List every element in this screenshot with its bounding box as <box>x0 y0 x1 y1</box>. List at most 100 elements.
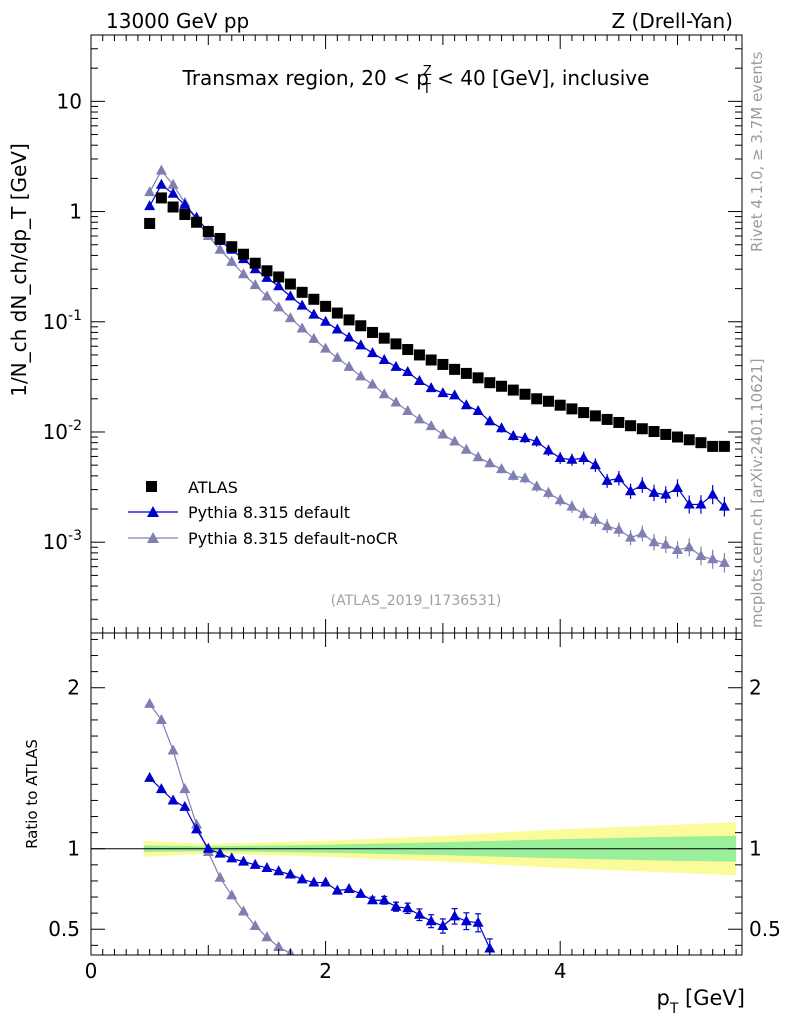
atlas-point <box>671 431 683 443</box>
default-point <box>496 422 508 433</box>
default-ratio-point <box>273 865 285 876</box>
nocr-point <box>249 279 261 290</box>
default-point <box>648 486 660 497</box>
legend-nocr-label: Pythia 8.315 default-noCR <box>188 529 398 548</box>
nocr-point <box>226 255 238 266</box>
ratio-panel: 2 21 10.5 0.50 2 4 Ratio to ATLAS pT [GeV] <box>23 632 781 1017</box>
default-ratio-point <box>237 855 249 866</box>
atlas-point <box>648 426 660 438</box>
nocr-ratio-point <box>226 889 238 900</box>
x-label-main: p <box>656 986 669 1010</box>
default-point <box>261 271 273 282</box>
atlas-point <box>718 440 730 452</box>
nocr-ratio-point <box>249 920 261 931</box>
nocr-ratio-point <box>237 905 249 916</box>
ratio-axis-ticks <box>90 633 742 955</box>
default-ratio-point <box>390 900 402 911</box>
atlas-point <box>308 293 320 305</box>
nocr-point <box>261 290 273 301</box>
ratio-y-tick-label-left: 0.5 <box>48 917 80 941</box>
default-point <box>636 479 648 490</box>
default-ratio-point <box>331 884 343 895</box>
atlas-point <box>472 372 484 384</box>
nocr-point <box>296 322 308 333</box>
atlas-point <box>460 367 472 379</box>
atlas-point <box>355 320 367 332</box>
legend-default-label: Pythia 8.315 default <box>188 503 350 522</box>
default-point <box>449 389 461 400</box>
nocr-point <box>155 164 167 175</box>
atlas-point <box>367 326 379 338</box>
nocr-point <box>695 549 707 560</box>
default-point <box>660 488 672 499</box>
main-data-marks <box>144 164 730 573</box>
default-ratio-point <box>472 916 484 927</box>
nocr-point <box>484 457 496 468</box>
x-tick-label: 2 <box>319 959 332 983</box>
nocr-point <box>237 268 249 279</box>
x-label-unit: [GeV] <box>678 986 745 1010</box>
nocr-ratio-point <box>214 871 226 882</box>
main-y-tick-label: 1 <box>69 200 82 224</box>
main-panel: Transmax region, 20 < pZ T < 40 [GeV], in… <box>7 34 743 634</box>
nocr-point <box>707 553 719 564</box>
analysis-watermark: (ATLAS_2019_I1736531) <box>331 593 502 609</box>
atlas-point <box>578 407 590 419</box>
atlas-point <box>402 344 414 356</box>
default-point <box>718 500 730 511</box>
atlas-point <box>437 358 449 370</box>
atlas-point <box>343 314 355 326</box>
atlas-point <box>496 380 508 392</box>
nocr-point <box>413 413 425 424</box>
default-point <box>425 382 437 393</box>
default-ratio-point <box>320 876 332 887</box>
default-point <box>578 452 590 463</box>
nocr-point <box>578 508 590 519</box>
atlas-point <box>249 257 261 269</box>
default-ratio-point <box>202 842 214 853</box>
atlas-point <box>519 388 531 400</box>
atlas-point <box>226 241 238 253</box>
default-point <box>343 331 355 342</box>
default-ratio-point <box>308 876 320 887</box>
atlas-point <box>625 420 637 432</box>
nocr-point <box>472 451 484 462</box>
default-ratio-point <box>191 823 203 834</box>
atlas-point <box>237 248 249 260</box>
default-point <box>671 482 683 493</box>
x-axis-label: pT [GeV] <box>656 986 745 1017</box>
nocr-point <box>636 527 648 538</box>
atlas-point <box>542 395 554 407</box>
default-point <box>460 399 472 410</box>
ratio-y-tick-label-right: 0.5 <box>749 917 781 941</box>
default-point <box>566 453 578 464</box>
default-ratio-point <box>296 873 308 884</box>
nocr-point <box>542 486 554 497</box>
nocr-point <box>671 543 683 554</box>
default-ratio-point <box>155 783 167 794</box>
default-point <box>179 198 191 209</box>
main-y-tick-labels: 10 1 10-1 10-2 10-3 <box>43 89 82 554</box>
legend: ATLAS Pythia 8.315 default Pythia 8.315 … <box>128 478 398 548</box>
atlas-point <box>155 192 167 204</box>
nocr-point <box>343 360 355 371</box>
default-ratio-point <box>484 942 496 953</box>
ratio-y-tick-label-right: 1 <box>749 837 762 861</box>
atlas-point <box>660 428 672 440</box>
default-ratio-point <box>378 894 390 905</box>
atlas-point <box>554 399 566 411</box>
atlas-point <box>636 423 648 435</box>
atlas-point <box>378 332 390 344</box>
default-point <box>144 200 156 211</box>
default-point <box>683 498 695 509</box>
ratio-y-tick-label-left: 1 <box>67 837 80 861</box>
atlas-point <box>566 403 578 415</box>
title-prefix: Transmax region, 20 < p <box>182 66 429 90</box>
default-point <box>413 375 425 386</box>
atlas-point <box>425 354 437 366</box>
default-ratio-point <box>179 800 191 811</box>
nocr-ratio-point <box>167 744 179 755</box>
atlas-point <box>390 338 402 350</box>
default-ratio-point <box>226 852 238 863</box>
